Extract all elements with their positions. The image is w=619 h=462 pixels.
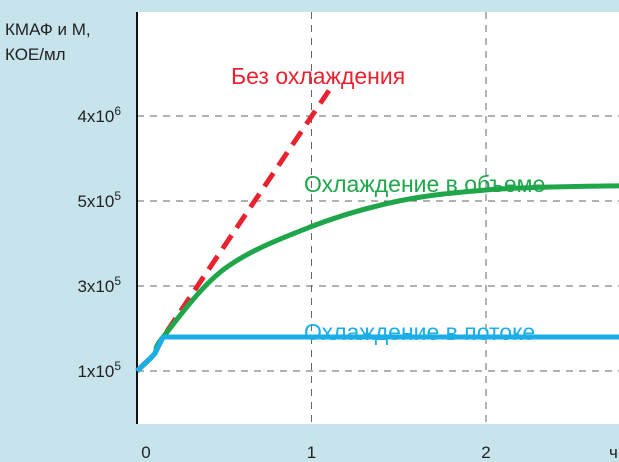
series-label-volume-cooling: Охлаждение в объеме — [304, 171, 545, 197]
y-tick-label: 3x105 — [77, 274, 121, 296]
x-axis-unit-label: ч — [609, 443, 618, 462]
y-axis-label-line-1: КМАФ и М, — [5, 20, 91, 39]
grid-lines — [137, 12, 619, 424]
x-tick-label: 0 — [141, 443, 150, 462]
y-tick-label: 1x105 — [77, 359, 121, 381]
x-tick-label: 1 — [307, 443, 316, 462]
x-tick-labels: 0123 — [141, 443, 490, 462]
y-tick-labels: 1x105 3x105 5x105 4x106 — [77, 104, 121, 381]
x-tick-label: 2 — [481, 443, 490, 462]
series-label-no-cooling: Без охлаждения — [231, 63, 405, 89]
series-lines — [135, 89, 619, 373]
y-axis-label-line-2: КОЕ/мл — [5, 45, 66, 64]
series-label-flow-cooling: Охлаждение в потоке — [304, 319, 535, 345]
y-tick-label: 5x105 — [77, 189, 121, 211]
plot-area — [137, 12, 619, 424]
y-tick-label: 4x106 — [77, 104, 121, 126]
series-line-2 — [135, 334, 619, 373]
